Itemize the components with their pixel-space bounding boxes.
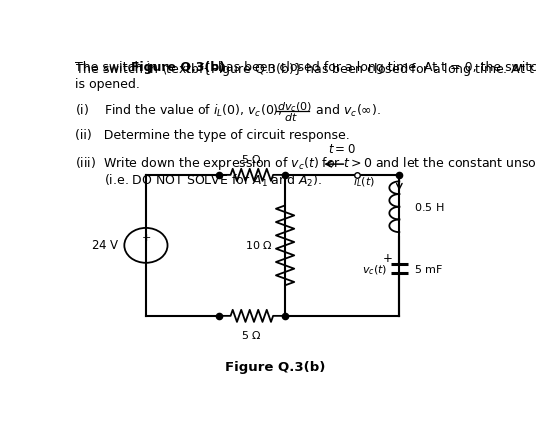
Text: $10\ \Omega$: $10\ \Omega$ [245,239,273,252]
Text: $v_c(t)$: $v_c(t)$ [362,264,387,277]
Text: (i.e. DO NOT SOLVE for $A_1$ and $A_2$).: (i.e. DO NOT SOLVE for $A_1$ and $A_2$). [105,173,323,188]
Text: $dv_c(0)$: $dv_c(0)$ [277,100,312,113]
Text: The switch in: The switch in [75,61,162,74]
Text: The switch in \textbf{Figure Q.3(b)} has been closed for a long time. At t $=$ 0: The switch in \textbf{Figure Q.3(b)} has… [75,61,536,78]
Text: $5\ \Omega$: $5\ \Omega$ [242,329,262,341]
Text: $i_L(t)$: $i_L(t)$ [353,175,374,189]
Text: (ii)   Determine the type of circuit response.: (ii) Determine the type of circuit respo… [75,129,350,142]
Text: Figure Q.3(b): Figure Q.3(b) [131,61,225,74]
Text: $+$: $+$ [382,252,393,265]
Text: $24\ \text{V}$: $24\ \text{V}$ [92,239,120,252]
Text: $5\ \Omega$: $5\ \Omega$ [242,153,262,165]
Text: has been closed for a long time. At t = 0, the switch: has been closed for a long time. At t = … [214,61,536,74]
Text: $dt$: $dt$ [284,111,298,123]
Text: is opened.: is opened. [75,78,140,91]
Text: (i)    Find the value of $i_L(0)$, $v_c(0)$,: (i) Find the value of $i_L(0)$, $v_c(0)$… [75,102,283,119]
Text: $5\ \text{mF}$: $5\ \text{mF}$ [414,263,443,275]
Text: $+$: $+$ [141,232,151,243]
Text: $t = 0$: $t = 0$ [329,143,356,157]
Text: Figure Q.3(b): Figure Q.3(b) [225,361,325,375]
Text: $0.5\ \text{H}$: $0.5\ \text{H}$ [414,201,444,213]
Text: (iii)  Write down the expression of $v_c(t)$ for $t > 0$ and let the constant un: (iii) Write down the expression of $v_c(… [75,155,536,172]
Text: and $v_c(\infty)$.: and $v_c(\infty)$. [312,102,381,119]
